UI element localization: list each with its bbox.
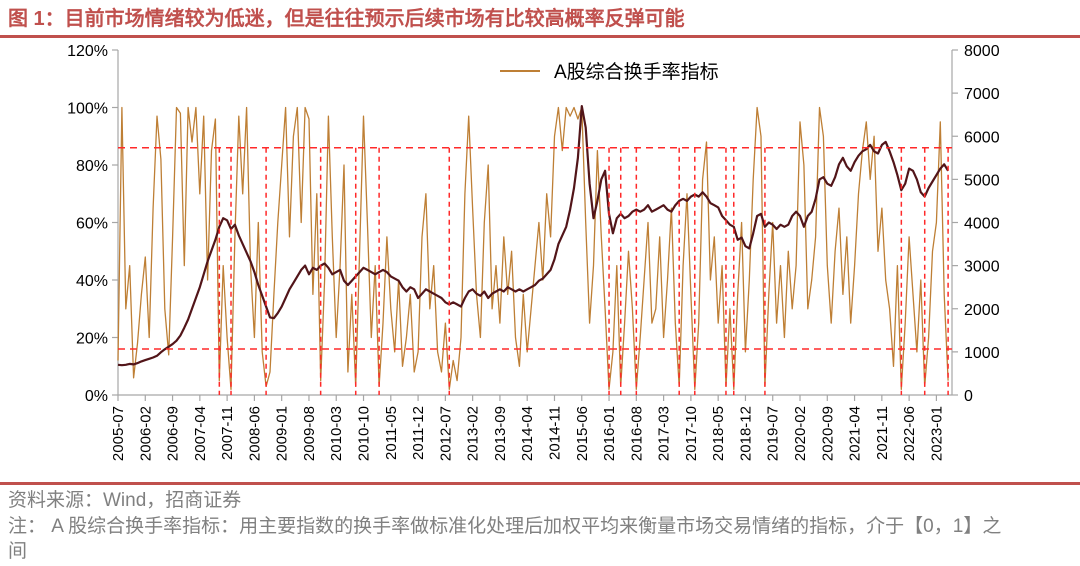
axes-frame	[117, 50, 953, 396]
x-axis-label: 2005-07	[110, 406, 127, 461]
left-axis-label: 60%	[76, 216, 108, 233]
x-axis-label: 2013-09	[492, 406, 509, 461]
source-line: 资料来源：Wind，招商证券	[8, 490, 242, 511]
sentiment-chart: 0% 20% 40% 60% 80% 100% 120% 0 1000 2000 3000 4000 5…	[67, 43, 1000, 461]
x-axis-label: 2017-10	[683, 406, 700, 461]
x-axis-label: 2014-04	[519, 406, 536, 461]
x-axis-label: 2007-11	[219, 406, 236, 460]
right-axis-label: 4000	[964, 216, 1000, 233]
left-axis-label: 80%	[76, 158, 108, 175]
right-axis-label: 5000	[964, 172, 1000, 189]
right-axis-label: 1000	[964, 345, 1000, 362]
x-axis-label: 2006-02	[137, 406, 154, 461]
x-axis-label: 2009-01	[274, 406, 291, 461]
x-axis-label: 2015-06	[574, 406, 591, 461]
x-axis-label: 2019-07	[765, 406, 782, 461]
left-axis-label: 20%	[76, 331, 108, 348]
x-axis-label: 2012-07	[437, 406, 454, 461]
right-axis-label: 0	[964, 388, 973, 405]
index-series-line	[117, 104, 950, 367]
x-axis-label: 2020-02	[792, 406, 809, 461]
title-underline	[0, 35, 1080, 38]
right-axis-label: 3000	[964, 259, 1000, 276]
x-axis-label: 2013-02	[465, 406, 482, 461]
figure-footer: 资料来源：Wind，招商证券 注： A 股综合换手率指标：用主要指数的换手率做标…	[0, 485, 1080, 564]
note-line: 注： A 股综合换手率指标：用主要指数的换手率做标准化处理后加权平均来衡量市场交…	[8, 516, 1002, 562]
figure-title: 图 1：目前市场情绪较为低迷，但是往往预示后续市场有比较高概率反弹可能	[8, 8, 685, 30]
legend-label: A股综合换手率指标	[554, 61, 719, 83]
x-axis-label: 2006-09	[165, 406, 182, 461]
x-axis-label: 2014-11	[546, 406, 563, 460]
x-axis-label: 2018-12	[737, 406, 754, 461]
left-axis-label: 0%	[85, 388, 108, 405]
x-axis-label: 2016-08	[628, 406, 645, 461]
x-axis-label: 2010-03	[328, 406, 345, 461]
footer-divider	[0, 482, 1080, 485]
x-axis-label: 2022-06	[901, 406, 918, 461]
x-axis-label: 2016-01	[601, 406, 618, 461]
left-axis-label: 100%	[67, 101, 108, 118]
right-axis-label: 7000	[964, 86, 1000, 103]
x-axis-label: 2021-11	[874, 406, 891, 460]
left-axis-label: 40%	[76, 273, 108, 290]
x-axis-label: 2011-05	[383, 406, 400, 460]
x-axis-label: 2023-01	[928, 406, 945, 461]
left-axis-label: 120%	[67, 43, 108, 60]
right-axis-label: 8000	[964, 43, 1000, 60]
x-axis-label: 2020-09	[819, 406, 836, 461]
x-axis-label: 2018-05	[710, 406, 727, 461]
x-axis-label: 2017-03	[656, 406, 673, 461]
x-axis-label: 2007-04	[192, 406, 209, 461]
right-axis-label: 6000	[964, 129, 1000, 146]
right-axis-label: 2000	[964, 302, 1000, 319]
x-axis-label: 2021-04	[847, 406, 864, 461]
x-axis-label: 2008-06	[246, 406, 263, 461]
x-axis-label: 2011-12	[410, 406, 427, 460]
x-axis-label: 2010-10	[356, 406, 373, 461]
turnover-series-line	[117, 106, 949, 390]
x-axis-label: 2009-08	[301, 406, 318, 461]
